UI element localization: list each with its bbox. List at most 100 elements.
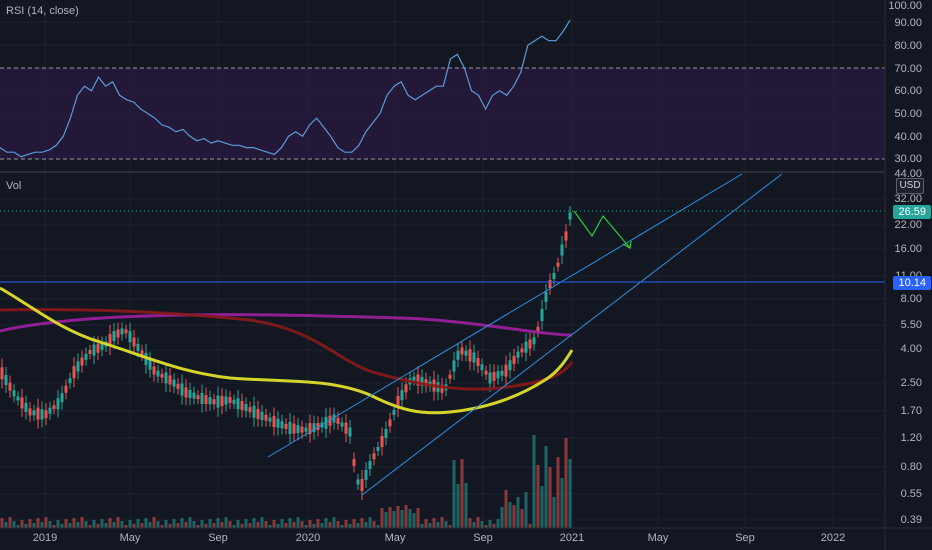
volume-bar [308, 520, 312, 528]
volume-bar [460, 459, 464, 528]
volume-bar [116, 517, 120, 528]
volume-bar [228, 521, 232, 528]
candle-body [92, 344, 96, 356]
candle-body [496, 371, 500, 379]
volume-bar [24, 524, 28, 528]
volume-bar [392, 511, 396, 528]
volume-bar [96, 524, 100, 528]
time-tick: May [384, 532, 406, 544]
candle-body [176, 383, 180, 389]
volume-bar [404, 505, 408, 528]
volume-bar [472, 522, 476, 528]
volume-bar [484, 525, 488, 528]
volume-bar [340, 525, 344, 528]
candle-body [560, 244, 564, 256]
price-tick: 22.00 [894, 219, 922, 231]
volume-bar [4, 522, 8, 528]
candle-body [476, 358, 480, 366]
volume-bar [360, 518, 364, 528]
price-tick: 0.55 [900, 488, 922, 500]
volume-bar [356, 523, 360, 528]
volume-bar [300, 521, 304, 528]
level-price-badge: 10.14 [893, 276, 931, 290]
candle-body [160, 373, 164, 378]
volume-bar [240, 524, 244, 528]
candle-body [544, 292, 548, 302]
candle-body [456, 350, 460, 360]
candle-body [420, 376, 424, 386]
candle-body [312, 423, 316, 433]
candle-body [440, 384, 444, 393]
volume-bar [368, 517, 372, 528]
candle-body [520, 348, 524, 353]
volume-bar [268, 525, 272, 528]
volume-bar [476, 517, 480, 528]
volume-bar [512, 505, 516, 528]
candle-body [568, 212, 572, 220]
volume-bar [32, 523, 36, 528]
volume-bar [528, 524, 532, 528]
currency-button[interactable]: USD [896, 178, 924, 194]
rsi-tick: 60.00 [894, 85, 922, 97]
candle-body [536, 326, 540, 332]
rsi-tick: 70.00 [894, 63, 922, 75]
candle-body [236, 398, 240, 410]
candle-body [268, 417, 272, 422]
rsi-tick: 50.00 [894, 108, 922, 120]
volume-bar [80, 517, 84, 528]
volume-bar [520, 509, 524, 528]
volume-bar [108, 518, 112, 528]
candle-body [452, 360, 456, 372]
candle-body [120, 328, 124, 335]
candle-body [48, 407, 52, 414]
volume-bar [112, 522, 116, 528]
candle-body [88, 350, 92, 354]
rsi-line [0, 19, 571, 158]
rsi-tick: 80.00 [894, 40, 922, 52]
candle-body [532, 337, 536, 345]
volume-bar [272, 520, 276, 528]
candle-body [460, 347, 464, 355]
candle-body [100, 342, 104, 350]
candle-body [468, 349, 472, 362]
volume-bar [408, 509, 412, 528]
candle-body [364, 470, 368, 480]
candle-body [400, 390, 404, 401]
rsi-indicator-label[interactable]: RSI (14, close) [6, 5, 79, 17]
price-tick: 1.20 [900, 432, 922, 444]
volume-indicator-label[interactable]: Vol [6, 180, 22, 192]
volume-bar [12, 521, 16, 528]
volume-bar [420, 524, 424, 528]
candle-body [116, 329, 120, 338]
volume-bar [332, 517, 336, 528]
candle-body [124, 329, 128, 334]
candle-body [132, 337, 136, 347]
volume-bar [452, 460, 456, 528]
candle-body [360, 479, 364, 491]
volume-bar [68, 523, 72, 528]
volume-bar [28, 519, 32, 528]
candle-body [32, 410, 36, 416]
volume-bar [180, 518, 184, 528]
candle-body [352, 458, 356, 466]
candle-body [272, 416, 276, 428]
volume-bar [544, 446, 548, 528]
volume-bar [232, 525, 236, 528]
candle-body [76, 361, 80, 372]
projection-path[interactable] [573, 210, 631, 249]
candle-body [156, 370, 160, 377]
volume-bar [524, 492, 528, 528]
volume-bar [60, 524, 64, 528]
volume-bar [456, 484, 460, 528]
price-tick: 5.50 [900, 319, 922, 331]
candle-body [500, 370, 504, 376]
candle-body [68, 378, 72, 384]
candle-body [384, 428, 388, 438]
volume-bar [280, 519, 284, 528]
price-tick: 0.80 [900, 461, 922, 473]
volume-bar [136, 519, 140, 528]
candle-body [168, 375, 172, 385]
volume-bar [0, 518, 4, 528]
volume-bar [400, 510, 404, 528]
